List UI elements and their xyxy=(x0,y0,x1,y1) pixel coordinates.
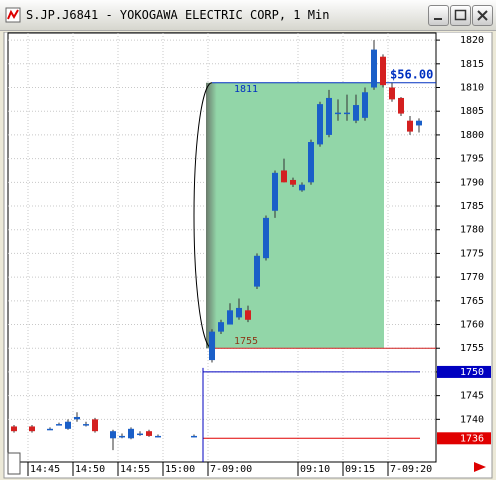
candle-body xyxy=(218,322,224,332)
candle-body xyxy=(137,433,143,436)
y-tick-label: 1780 xyxy=(460,225,484,236)
y-tick-label: 1745 xyxy=(460,391,484,402)
measure-arc xyxy=(193,82,213,349)
measure-area xyxy=(206,82,384,349)
measure-difference-label: $56.00 xyxy=(390,67,433,81)
y-tick-label: 1805 xyxy=(460,106,484,117)
candle-body xyxy=(227,310,233,325)
candle-body xyxy=(119,435,125,438)
candle-body xyxy=(236,307,242,318)
candle-body xyxy=(362,92,368,118)
candle-body xyxy=(47,428,53,431)
candle-body xyxy=(281,170,287,183)
measure-top-label: 1811 xyxy=(234,84,258,95)
maximize-button[interactable] xyxy=(450,5,471,26)
candle-body xyxy=(326,97,332,135)
candle-body xyxy=(155,435,161,438)
x-tick-label: 7-09:20 xyxy=(390,464,432,475)
candle-body xyxy=(335,112,341,115)
candle-body xyxy=(416,120,422,126)
candle-body xyxy=(371,49,377,88)
x-tick-label: 14:55 xyxy=(120,464,150,475)
candle-body xyxy=(317,104,323,145)
candle-body xyxy=(191,435,197,438)
y-tick-label: 1810 xyxy=(460,83,484,94)
price-label-box xyxy=(437,365,491,378)
minimize-button[interactable] xyxy=(428,5,449,26)
window-title: S.JP.J6841 - YOKOGAWA ELECTRIC CORP, 1 M… xyxy=(26,8,330,22)
app-icon xyxy=(5,7,21,23)
candle-body xyxy=(146,431,152,436)
y-tick-label: 1785 xyxy=(460,201,484,212)
candle-body xyxy=(254,255,260,287)
title-bar: S.JP.J6841 - YOKOGAWA ELECTRIC CORP, 1 M… xyxy=(0,0,496,31)
y-tick-label: 1755 xyxy=(460,343,484,354)
candle-body xyxy=(209,331,215,361)
x-tick-label: 14:45 xyxy=(30,464,60,475)
y-tick-label: 1765 xyxy=(460,296,484,307)
candle-body xyxy=(29,426,35,432)
candle-body xyxy=(128,428,134,439)
candle-body xyxy=(290,179,296,185)
y-tick-label: 1775 xyxy=(460,248,484,259)
y-tick-label: 1800 xyxy=(460,130,484,141)
candle-body xyxy=(92,419,98,432)
candle-body xyxy=(344,112,350,115)
candle-body xyxy=(56,424,62,426)
y-tick-label: 1760 xyxy=(460,320,484,331)
y-tick-label: 1795 xyxy=(460,154,484,165)
candle-body xyxy=(308,142,314,183)
price-label: 1736 xyxy=(460,433,484,444)
plot-frame xyxy=(7,32,437,463)
candle-body xyxy=(245,310,251,320)
y-tick-label: 1740 xyxy=(460,414,484,425)
candle-body xyxy=(389,87,395,100)
y-tick-label: 1815 xyxy=(460,59,484,70)
x-tick-label: 09:10 xyxy=(300,464,330,475)
candle-body xyxy=(353,105,359,121)
price-label: 1750 xyxy=(460,367,484,378)
candle-body xyxy=(380,56,386,86)
close-button[interactable] xyxy=(472,5,493,26)
scroll-arrow[interactable] xyxy=(474,462,486,472)
price-label-box xyxy=(437,432,491,445)
x-tick-label: 7-09:00 xyxy=(210,464,252,475)
y-tick-label: 1820 xyxy=(460,35,484,46)
candle-body xyxy=(74,416,80,420)
candle-body xyxy=(299,184,305,191)
x-tick-label: 09:15 xyxy=(345,464,375,475)
x-tick-label: 15:00 xyxy=(165,464,195,475)
candle-body xyxy=(398,97,404,114)
chart: 1820 1815 1810 1805 1800 1795 1790 1785 1780 1775… xyxy=(3,32,493,479)
candle-body xyxy=(407,120,413,132)
candle-body xyxy=(11,426,17,432)
candle-body xyxy=(83,424,89,426)
candle-body xyxy=(263,217,269,259)
candle-body xyxy=(110,431,116,439)
candle-body xyxy=(65,421,71,429)
y-tick-label: 1790 xyxy=(460,177,484,188)
y-tick-label: 1770 xyxy=(460,272,484,283)
candle-body xyxy=(272,172,278,211)
scroll-box[interactable] xyxy=(7,452,21,475)
measure-bottom-label: 1755 xyxy=(234,336,258,347)
x-tick-label: 14:50 xyxy=(75,464,105,475)
